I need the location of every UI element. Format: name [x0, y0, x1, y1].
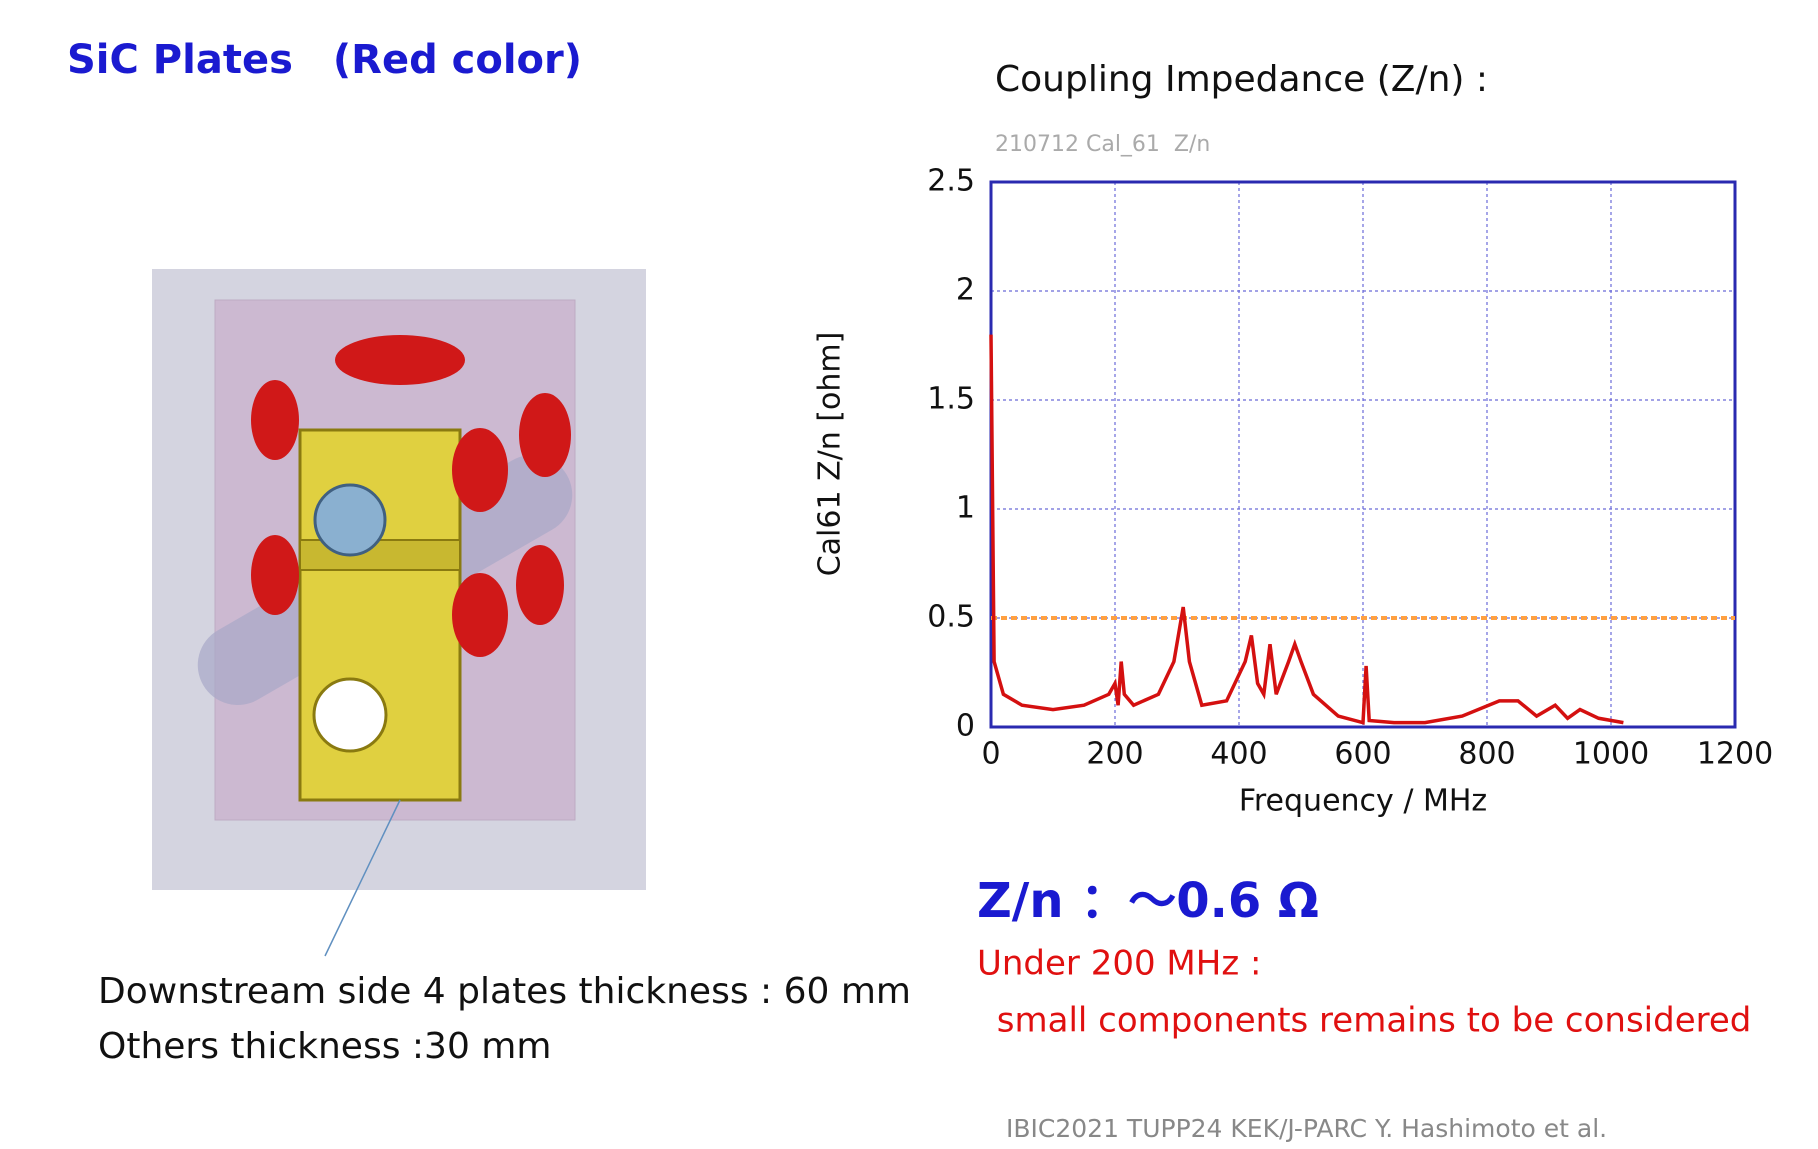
footer: IBIC2021 TUPP24 KEK/J-PARC Y. Hashimoto …: [1006, 1114, 1607, 1143]
model-image: [152, 269, 646, 890]
x-tick-label: 200: [1086, 737, 1143, 772]
chart-subtitle: 210712 Cal_61 Z/n: [995, 132, 1210, 157]
x-tick-label: 400: [1210, 737, 1267, 772]
y-tick-label: 2: [956, 273, 975, 308]
note: Under 200 MHz :: [977, 944, 1261, 984]
y-tick-label: 0.5: [927, 600, 975, 635]
x-tick-label: 0: [981, 737, 1000, 772]
x-tick-label: 1200: [1697, 737, 1773, 772]
caption: Others thickness :30 mm: [98, 1026, 551, 1067]
note: small components remains to be considere…: [986, 1001, 1751, 1041]
x-tick-label: 600: [1334, 737, 1391, 772]
y-tick-label: 0: [956, 709, 975, 744]
y-tick-label: 1.5: [927, 382, 975, 417]
x-tick-label: 1000: [1573, 737, 1649, 772]
y-axis-label: Cal61 Z/n [ohm]: [813, 332, 848, 577]
y-tick-label: 1: [956, 491, 975, 526]
chart-title: Coupling Impedance (Z/n) :: [995, 59, 1488, 100]
caption: Downstream side 4 plates thickness : 60 …: [98, 971, 911, 1012]
y-tick-label: 2.5: [927, 164, 975, 199]
slide: SiC Plates (Red color) Downstream side 4…: [0, 0, 1818, 1145]
result: Z/n ：～0.6 Ω: [977, 873, 1319, 929]
page: SiC Plates (Red color) Downstream side 4…: [0, 0, 1818, 1145]
x-tick-label: 800: [1458, 737, 1515, 772]
slide-title: SiC Plates (Red color): [67, 37, 582, 83]
x-axis-label: Frequency / MHz: [1239, 784, 1487, 819]
